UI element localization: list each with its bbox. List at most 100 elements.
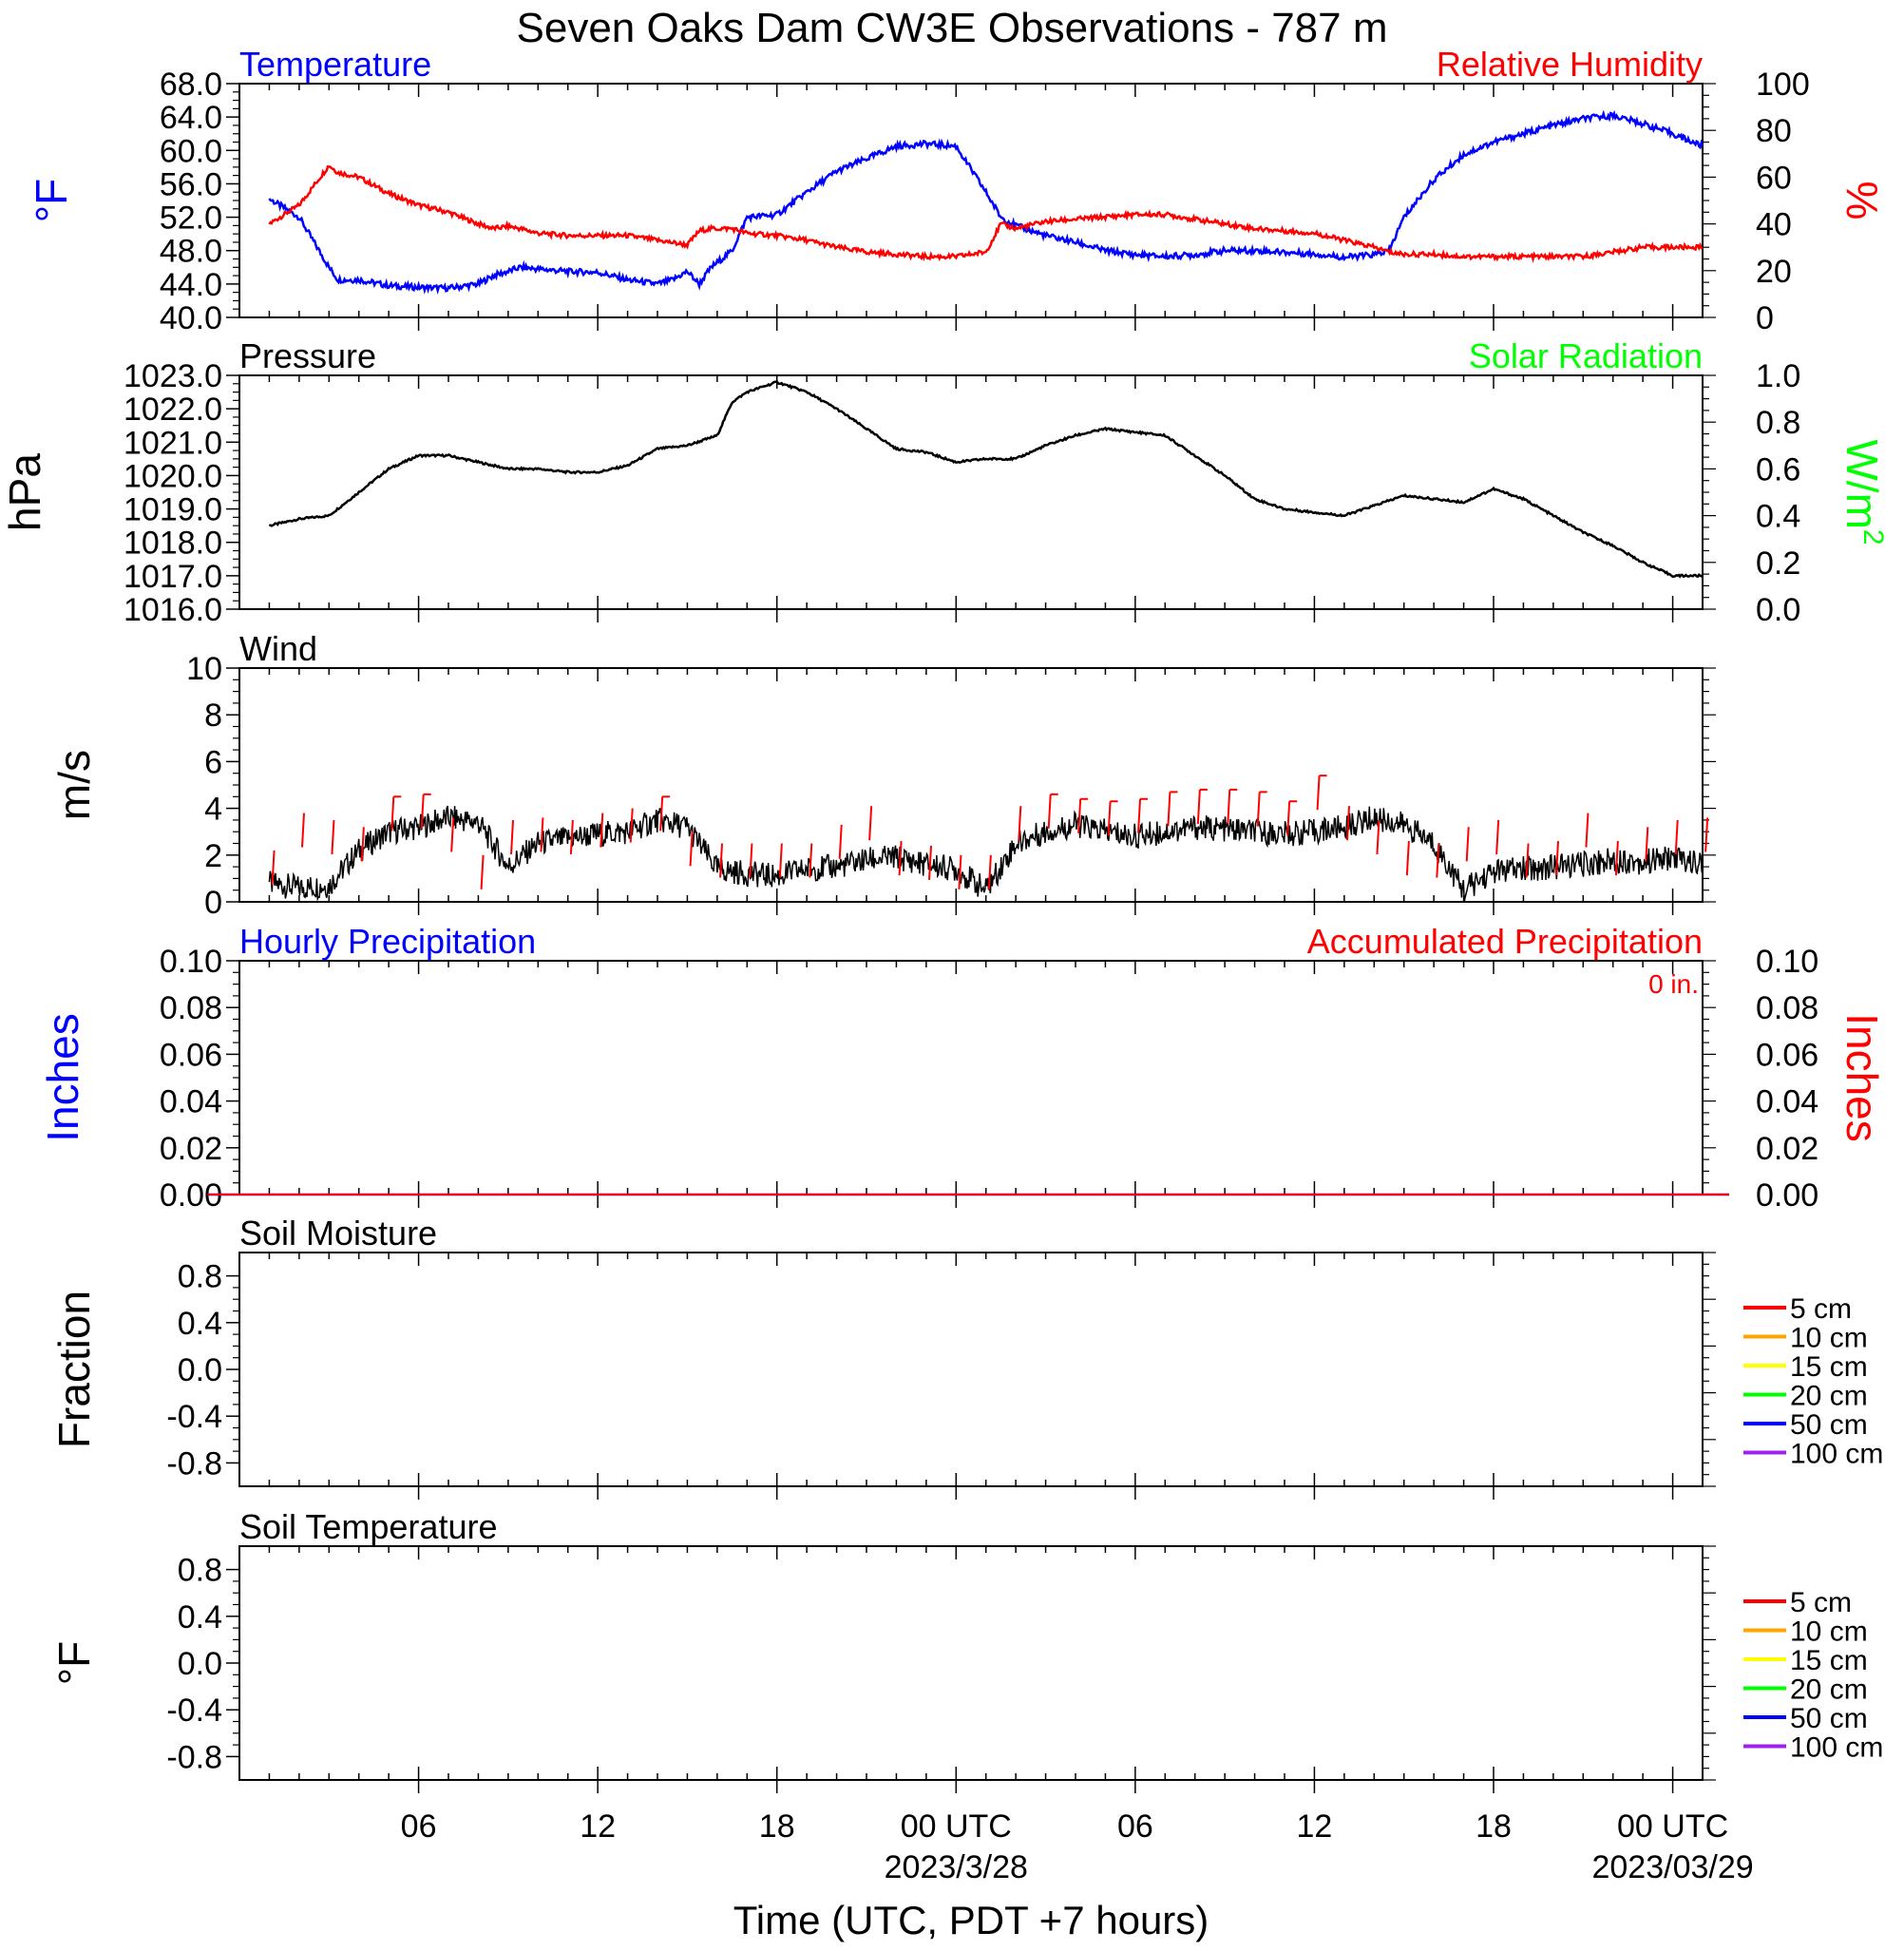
- panel-title-right: Accumulated Precipitation: [1307, 922, 1703, 961]
- wind-barb: [1585, 813, 1590, 848]
- wind-barb: [271, 850, 276, 885]
- y-tick-label: -0.8: [166, 1445, 222, 1482]
- wind-barb: [360, 827, 365, 862]
- wind-barb: [719, 843, 723, 878]
- y-tick-label: 48.0: [160, 234, 222, 270]
- wind-barb: [1196, 789, 1201, 824]
- panel-pressure: 1016.01017.01018.01019.01020.01021.01022…: [0, 336, 1889, 628]
- y-axis-label-left: Inches: [38, 1013, 87, 1142]
- legend-label: 10 cm: [1790, 1323, 1868, 1354]
- y-tick-label: 8: [204, 698, 222, 734]
- legend-label: 100 cm: [1790, 1732, 1883, 1764]
- series-pressure-line: [268, 379, 1704, 579]
- wind-barb: [1346, 806, 1350, 841]
- x-tick-label: 06: [401, 1808, 437, 1845]
- y-tick-label: 0.0: [178, 1352, 222, 1388]
- y-tick-label: 1020.0: [124, 458, 222, 494]
- wind-barb: [1674, 819, 1679, 854]
- y-right-tick-label: 80: [1756, 113, 1792, 149]
- x-tick-label: 12: [580, 1808, 616, 1845]
- x-tick-label: 12: [1297, 1808, 1333, 1845]
- wind-barb: [569, 819, 574, 854]
- y-right-tick-label: 0.00: [1756, 1177, 1818, 1214]
- legend-label: 10 cm: [1790, 1616, 1868, 1648]
- y-axis-label-left: Fraction: [49, 1291, 99, 1448]
- y-right-tick-label: 0.6: [1756, 451, 1800, 488]
- y-axis-label-left: hPa: [0, 453, 49, 531]
- wind-barb: [1286, 801, 1291, 836]
- y-tick-label: 1022.0: [124, 392, 222, 428]
- legend-label: 20 cm: [1790, 1381, 1868, 1412]
- y-tick-label: 68.0: [160, 67, 222, 103]
- panel-title-left: Hourly Precipitation: [239, 922, 536, 961]
- y-tick-label: 52.0: [160, 201, 222, 237]
- panel-title-left: Wind: [239, 629, 317, 668]
- plot-frame: [238, 1545, 1704, 1781]
- series-temperature-line: [268, 109, 1704, 296]
- y-right-tick-label: 0: [1756, 300, 1774, 336]
- wind-barb: [689, 832, 694, 867]
- wind-barb: [838, 824, 843, 859]
- legend-label: 5 cm: [1790, 1587, 1852, 1618]
- x-axis-label: Time (UTC, PDT +7 hours): [733, 1898, 1209, 1942]
- y-right-tick-label: 100: [1756, 67, 1810, 103]
- y-right-tick-label: 0.08: [1756, 990, 1818, 1026]
- wind-barb: [1555, 840, 1559, 876]
- wind-barb: [301, 813, 305, 848]
- legend-label: 15 cm: [1790, 1645, 1868, 1676]
- y-right-tick-label: 60: [1756, 160, 1792, 196]
- wind-barb: [629, 808, 634, 843]
- y-right-tick-label: 0.0: [1756, 592, 1800, 628]
- panel-title-left: Pressure: [239, 336, 376, 375]
- y-tick-label: 56.0: [160, 166, 222, 202]
- legend-label: 50 cm: [1790, 1409, 1868, 1441]
- y-tick-label: 0.4: [178, 1306, 222, 1342]
- wind-barb: [659, 796, 664, 832]
- x-date-label: 2023/03/29: [1591, 1849, 1753, 1885]
- wind-barb: [1405, 840, 1410, 876]
- y-axis-label-right: %: [1837, 182, 1887, 220]
- y-tick-label: 1023.0: [124, 358, 222, 394]
- y-right-tick-label: 0.10: [1756, 944, 1818, 980]
- y-tick-label: 1019.0: [124, 492, 222, 528]
- y-right-tick-label: 0.04: [1756, 1084, 1818, 1120]
- panel-title-left: Soil Temperature: [239, 1507, 497, 1546]
- wind-barb: [540, 817, 544, 852]
- wind-barb: [898, 840, 903, 876]
- series-humidity-line: [268, 164, 1704, 264]
- y-tick-label: -0.8: [166, 1739, 222, 1775]
- y-tick-label: 1016.0: [124, 592, 222, 628]
- legend-label: 15 cm: [1790, 1351, 1868, 1383]
- legend-label: 100 cm: [1790, 1439, 1883, 1470]
- wind-barb: [420, 794, 425, 829]
- wind-barb: [809, 843, 813, 878]
- legend-label: 50 cm: [1790, 1703, 1868, 1734]
- legend-label: 5 cm: [1790, 1293, 1852, 1325]
- wind-barb: [1436, 843, 1440, 878]
- accum-annotation: 0 in.: [1648, 969, 1699, 999]
- x-tick-label: 00 UTC: [901, 1808, 1012, 1845]
- wind-barb: [1107, 801, 1112, 836]
- y-axis-label-right: Inches: [1837, 1013, 1887, 1142]
- y-tick-label: 1021.0: [124, 425, 222, 461]
- y-tick-label: 0.8: [178, 1259, 222, 1295]
- y-tick-label: 1017.0: [124, 559, 222, 595]
- panel-title-left: Temperature: [239, 45, 431, 84]
- x-tick-label: 06: [1117, 1808, 1153, 1845]
- x-date-label: 2023/3/28: [885, 1849, 1028, 1885]
- y-axis-label-right-superscript: 2: [1857, 529, 1889, 545]
- plot-frame: [238, 1252, 1704, 1487]
- wind-barb: [1704, 817, 1709, 852]
- wind-barb: [778, 843, 783, 878]
- y-tick-label: 0.10: [160, 944, 222, 980]
- panel-temperature: 40.044.048.052.056.060.064.068.0 0 20 40 60 8…: [27, 45, 1887, 336]
- wind-barb: [987, 854, 992, 889]
- y-tick-label: 64.0: [160, 100, 222, 136]
- wind-barb: [1077, 798, 1082, 833]
- wind-barb: [450, 817, 455, 852]
- wind-barb: [390, 796, 395, 832]
- chart-title: Seven Oaks Dam CW3E Observations - 787 m: [517, 5, 1388, 51]
- panel-wind: 0 2 4 6 8 10 Wind m/s: [49, 629, 1716, 921]
- y-tick-label: 0.08: [160, 990, 222, 1026]
- y-tick-label: 0.02: [160, 1131, 222, 1167]
